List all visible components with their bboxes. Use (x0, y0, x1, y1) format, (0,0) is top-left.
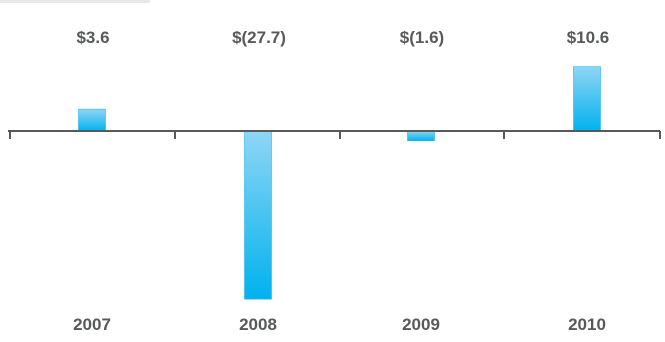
category-label-2010: 2010 (568, 315, 606, 334)
value-label-2010: $10.6 (567, 28, 610, 47)
value-labels: $3.6 $(27.7) $(1.6) $10.6 (76, 28, 609, 47)
bar-2007 (78, 108, 106, 132)
value-label-2007: $3.6 (76, 28, 109, 47)
category-labels: 2007 2008 2009 2010 (73, 315, 606, 334)
category-label-2009: 2009 (402, 315, 440, 334)
value-label-2009: $(1.6) (400, 28, 444, 47)
category-label-2008: 2008 (239, 315, 277, 334)
clipped-caption (0, 0, 150, 3)
bars-group (78, 66, 601, 300)
bar-2009 (407, 130, 435, 142)
bar-2010 (573, 66, 601, 132)
category-label-2007: 2007 (73, 315, 111, 334)
value-label-2008: $(27.7) (232, 28, 286, 47)
bar-2008 (244, 130, 272, 300)
axis-ticks (9, 131, 661, 139)
